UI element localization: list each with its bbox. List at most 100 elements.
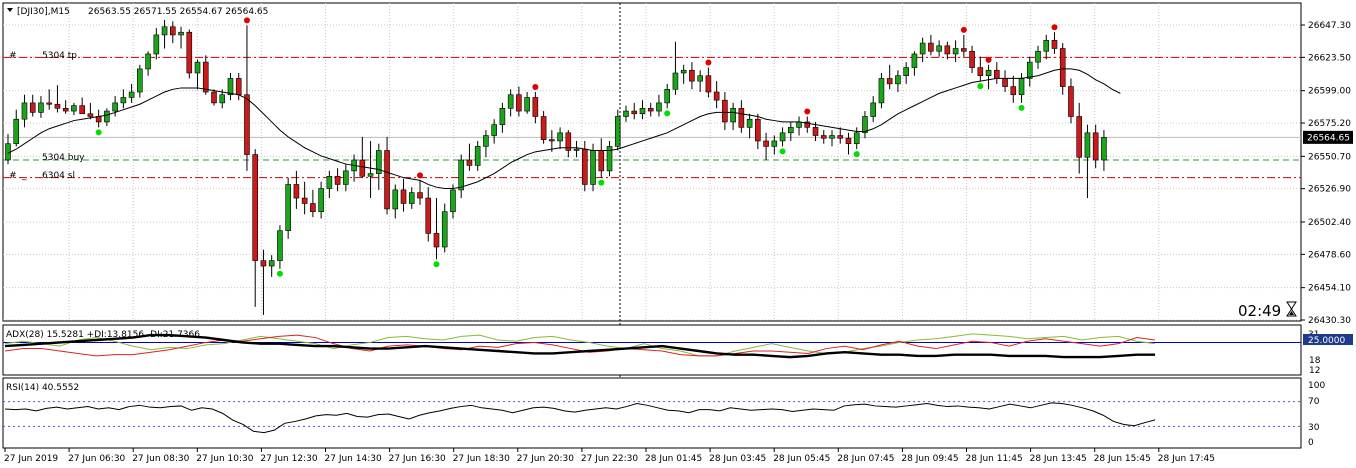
candle-body [763,140,769,147]
candle-body [1010,86,1017,96]
candle-body [408,192,415,204]
candle-body [161,26,168,36]
candle-body [689,69,695,82]
candle-body [326,176,333,189]
candle-body [1076,116,1082,158]
candle-body [260,260,267,267]
adx-tick: 12 [1309,366,1320,376]
current-price-text: 26564.65 [1307,133,1350,143]
time-tick-label: 28 Jun 17:45 [1158,454,1215,464]
time-tick-label: 27 Jun 18:30 [453,454,510,464]
time-tick-label: 27 Jun 20:30 [517,454,574,464]
candle-body [779,132,786,142]
candle-body [1051,40,1058,49]
candle-body [29,102,36,113]
candle-body [425,197,432,234]
candle-body [153,34,160,55]
adx-tick: 18 [1309,356,1321,366]
buy-signal-dot [433,261,440,268]
candle-body [186,31,193,74]
candle-body [384,150,390,210]
time-tick-label: 27 Jun 16:30 [389,454,446,464]
price-tick-label: 26478.60 [1308,250,1351,260]
buy-signal-dot [779,148,786,155]
candle-body [755,118,761,142]
candle-body [120,97,127,104]
symbol-label: [DJI30],M15 [17,7,70,17]
adx-axis: 31 18 12 25.0000 [1303,330,1353,376]
time-tick-label: 28 Jun 05:45 [773,454,830,464]
sl-level-label: 6304 sl [42,171,75,181]
sell-signal-dot [417,172,423,179]
candle-body [1043,40,1050,52]
candle-body [441,211,448,248]
candle-body [656,102,662,112]
candle-body [1035,50,1041,63]
candle-body [1018,78,1025,96]
time-tick-label: 28 Jun 15:45 [1094,454,1151,464]
time-tick-label: 27 Jun 06:30 [68,454,125,464]
price-pane[interactable]: [DJI30],M15 26563.55 26571.55 26554.67 2… [2,2,1302,448]
hourglass-icon [1286,301,1297,317]
candle-body [540,116,547,140]
price-tick-label: 26430.30 [1308,316,1351,326]
rsi-pane[interactable]: RSI(14) 40.5552 [2,377,1302,449]
candle-body [961,48,967,52]
time-tick-label: 28 Jun 01:45 [645,454,702,464]
candle-body [38,102,44,113]
buy-signal-dot [276,270,283,277]
candle-body [145,53,151,70]
candle-body [194,61,201,74]
candle-body [137,68,143,93]
candle-body [458,159,465,191]
candle-body [722,99,728,123]
candle-body [178,31,184,36]
candle-body [252,154,258,261]
candle-body [590,150,596,185]
candle-body [293,184,300,199]
buy-signal-dot [1018,104,1025,111]
current-price-badge: 26564.65 [1303,130,1353,144]
candle-body [845,137,852,144]
candle-body [211,91,217,104]
sl-dash: _ [21,171,27,181]
candle-body [771,140,778,147]
candle-body [318,188,324,212]
candle-body [853,132,860,144]
sell-signal-dot [532,84,539,91]
adx-lines [3,333,1301,359]
price-tick-label: 26526.90 [1308,185,1351,195]
rsi-tick: 100 [1308,381,1325,391]
ohlc-readout: 26563.55 26571.55 26554.67 26564.65 [88,7,268,17]
candle-body [104,110,110,123]
bar-countdown-timer: 02:49 [1238,302,1281,320]
adx-main-line [4,333,1155,359]
time-tick-label: 27 Jun 22:30 [581,454,638,464]
candle-body [507,94,514,109]
time-tick-label: 27 Jun 14:30 [325,454,382,464]
candle-body [268,260,275,267]
price-tick-label: 26623.50 [1308,53,1351,63]
candle-body [911,53,918,68]
candle-body [647,108,654,112]
candle-body [631,110,638,115]
candle-body [680,69,687,74]
candle-body [944,45,951,55]
candle-body [499,108,506,125]
candle-body [170,26,176,36]
price-pane-frame [2,2,1302,322]
minus-di-line [4,334,1156,357]
candle-body [598,150,605,172]
candle-body [375,150,382,174]
time-tick-label: 28 Jun 07:45 [837,454,894,464]
candle-body [87,113,94,117]
adx-pane[interactable]: ADX(28) 15.5281 +DI:13.8156 -DI:21.7366 [2,324,1302,376]
time-axis[interactable]: 27 Jun 2019 27 Jun 06:30 27 Jun 08:30 27 Ju… [4,448,1215,464]
collapse-triangle-icon[interactable] [7,8,13,12]
candle-body [62,108,69,112]
candle-body [829,135,835,139]
buy-signal-dot [977,83,984,90]
price-axis[interactable]: 26647.30 26623.50 26599.00 26575.20 26550.70… [1301,21,1351,326]
candle-body [697,75,703,82]
